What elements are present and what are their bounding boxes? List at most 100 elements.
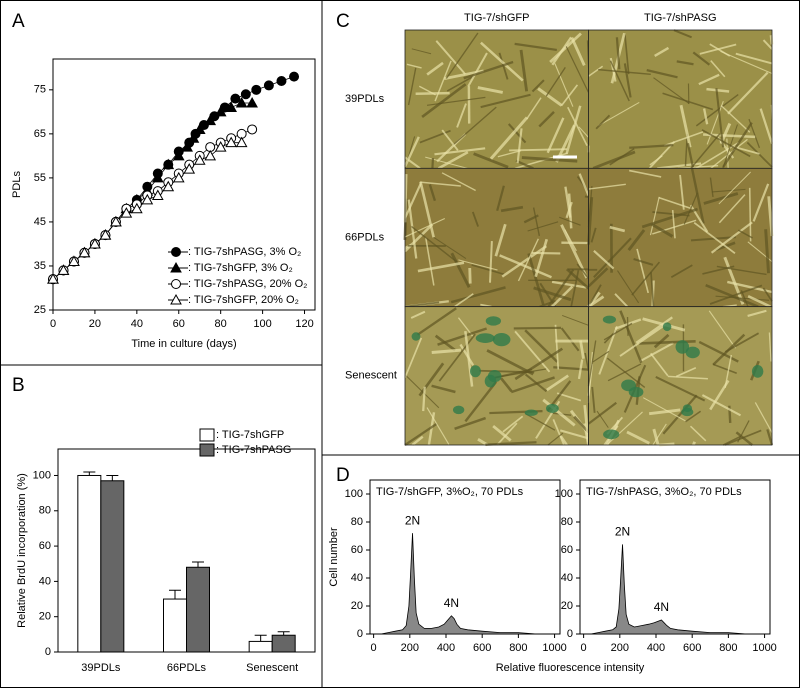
cell-streak <box>629 144 674 149</box>
y-tick-label: 0 <box>357 628 363 640</box>
data-point <box>172 171 185 183</box>
data-point <box>214 105 227 117</box>
cell-streak <box>676 60 694 66</box>
panel-label: A <box>12 11 25 32</box>
cell-streak <box>468 267 472 284</box>
cell-streak <box>617 270 640 304</box>
cell-streak <box>559 216 581 226</box>
cell-streak <box>587 284 602 308</box>
cell-streak <box>715 88 725 148</box>
cell-streak <box>404 374 440 409</box>
cell-streak <box>532 207 541 237</box>
cell-streak <box>762 39 773 50</box>
cell-streak <box>737 420 750 443</box>
cell-streak <box>551 36 573 66</box>
cell-streak <box>720 105 751 133</box>
cell-streak <box>410 225 458 263</box>
x-tick-label: 400 <box>437 642 455 654</box>
cell-streak <box>515 159 534 170</box>
cell-streak <box>709 177 714 197</box>
cell-streak <box>709 43 731 57</box>
cell-streak <box>629 169 662 178</box>
y-axis-label: Relative BrdU incorporation (%) <box>16 473 28 628</box>
plot-title: TIG-7/shGFP, 3%O₂, 70 PDLs <box>376 486 524 498</box>
x-tick-label: 800 <box>719 642 737 654</box>
cell-streak <box>441 129 459 151</box>
cell-streak <box>639 342 674 363</box>
cell-streak <box>431 348 462 355</box>
x-axis-label: Time in culture (days) <box>131 338 236 350</box>
cell-streak <box>690 133 721 169</box>
cell-streak <box>587 295 605 308</box>
data-point <box>247 124 258 135</box>
cell-streak <box>670 264 693 278</box>
cell-streak <box>473 152 509 169</box>
stain-spot <box>751 364 764 378</box>
y-tick-label: 80 <box>351 516 363 528</box>
cell-streak <box>559 429 589 440</box>
cell-streak <box>702 265 735 275</box>
stain-spot <box>475 333 495 343</box>
cell-streak <box>662 92 714 111</box>
error-bar <box>277 631 290 636</box>
cell-streak <box>588 183 626 190</box>
cell-streak <box>710 221 753 254</box>
cell-streak <box>514 42 557 51</box>
cell-streak <box>549 32 582 64</box>
cell-streak <box>673 29 692 39</box>
cell-streak <box>464 381 498 423</box>
cell-streak <box>454 416 487 430</box>
y-tick-label: 55 <box>34 172 46 184</box>
cell-streak <box>554 324 560 370</box>
cell-streak <box>454 293 474 308</box>
annotation: 4N <box>654 600 669 614</box>
legend-label: : TIG-7shGFP <box>216 429 284 441</box>
cell-streak <box>526 97 542 120</box>
cell-streak <box>662 394 698 435</box>
cell-streak <box>606 411 643 446</box>
stain-spot <box>452 405 465 415</box>
stain-spot <box>470 365 481 378</box>
cell-streak <box>524 412 556 431</box>
cell-streak <box>752 183 770 222</box>
y-tick-label: 100 <box>555 488 573 500</box>
y-axis-label: PDLs <box>11 171 23 198</box>
cell-streak <box>724 354 733 389</box>
cell-streak <box>446 75 474 92</box>
cell-streak <box>419 129 451 144</box>
panel-label: B <box>12 375 25 396</box>
error-bar <box>169 589 181 600</box>
cell-streak <box>685 410 702 423</box>
data-point <box>251 84 262 95</box>
bar <box>186 566 210 653</box>
stain-spot <box>685 346 700 359</box>
cell-streak <box>458 259 498 271</box>
cell-streak <box>403 136 420 168</box>
cell-streak <box>500 205 524 213</box>
cell-streak <box>598 101 640 127</box>
data-point <box>181 141 193 152</box>
cell-streak <box>754 402 773 433</box>
cell-streak <box>583 404 590 443</box>
y-tick-label: 60 <box>39 540 51 552</box>
cell-streak <box>649 155 663 166</box>
cell-streak <box>702 108 709 125</box>
data-point <box>187 132 200 143</box>
cell-streak <box>565 268 590 290</box>
cell-streak <box>603 322 633 341</box>
data-point <box>57 264 70 275</box>
y-tick-label: 40 <box>561 572 573 584</box>
cell-streak <box>425 237 435 286</box>
cell-streak <box>664 131 704 147</box>
cell-streak <box>404 422 438 446</box>
cell-streak <box>593 250 615 270</box>
cell-streak <box>641 207 698 229</box>
cell-streak <box>715 295 770 301</box>
cell-streak <box>747 295 772 308</box>
data-point <box>151 189 164 201</box>
stain-spot <box>492 333 511 347</box>
x-tick-label: 0 <box>371 642 377 654</box>
cell-streak <box>407 67 417 106</box>
x-tick-label: 600 <box>473 642 491 654</box>
cell-streak <box>531 79 545 93</box>
